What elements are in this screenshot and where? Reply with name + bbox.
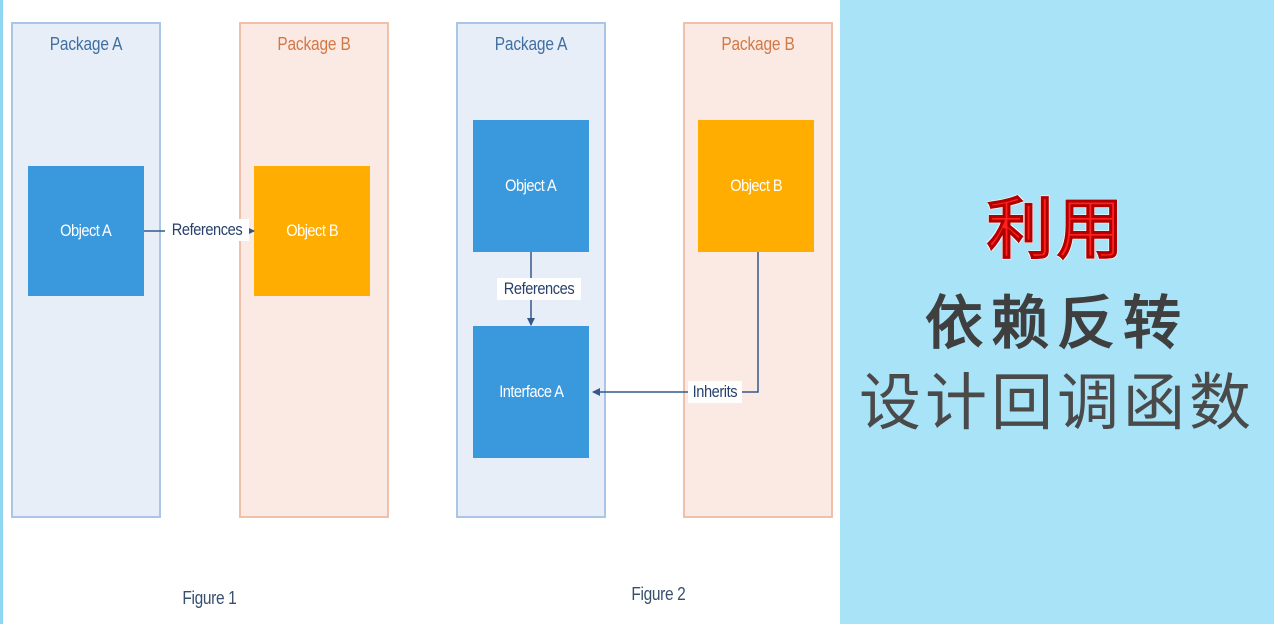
banner-title-line-1: 利用 (987, 192, 1127, 267)
figure2-caption: Figure 2 (631, 584, 686, 604)
banner-title-line-2: 依赖反转 (924, 291, 1189, 356)
figure1-object-a: Object A (28, 166, 144, 296)
figure2-interface-a-label: Interface A (498, 382, 564, 401)
figure1-caption: Figure 1 (182, 588, 237, 608)
figure2-object-b-label: Object B (730, 176, 782, 195)
figure2-object-a: Object A (473, 120, 589, 252)
figure2-package-a-title: Package A (494, 34, 568, 54)
figure1-references-label: References (165, 219, 249, 241)
figure1-package-b-title: Package B (277, 34, 351, 54)
figure2-package-b: Package B (683, 22, 833, 518)
figure2-interface-a: Interface A (473, 326, 589, 458)
figure2-inherits-label: Inherits (688, 381, 742, 403)
diagram-area: Package A Package B Object A Object B Pa… (0, 0, 833, 624)
banner-title-line-3: 设计回调函数 (858, 369, 1255, 438)
figure2-references-label: References (497, 278, 581, 300)
figure1-object-a-label: Object A (60, 221, 112, 240)
figure1-object-b-label: Object B (286, 221, 338, 240)
figure1-package-a-title: Package A (49, 34, 123, 54)
figure2-object-a-label: Object A (505, 176, 557, 195)
figure2-package-b-title: Package B (721, 34, 795, 54)
figure1-object-b: Object B (254, 166, 370, 296)
figure2-object-b: Object B (698, 120, 814, 252)
title-banner: 利用 依赖反转 设计回调函数 (840, 0, 1274, 624)
